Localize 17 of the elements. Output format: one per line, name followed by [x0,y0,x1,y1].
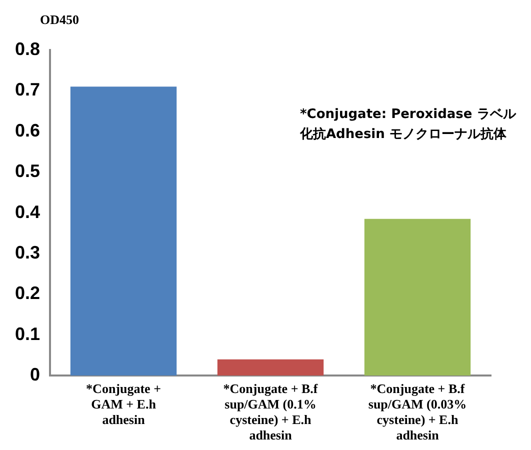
y-tick-label: 0.7 [14,80,40,100]
y-tick-label: 0 [30,364,40,385]
y-tick-label: 0.8 [14,38,40,59]
y-tick-label: 0.2 [14,283,40,304]
x-tick-label: *Conjugate + GAM + E.h adhesin [86,380,161,427]
bar [364,218,471,376]
bar [70,86,177,376]
x-tick-label: *Conjugate + B.f sup/GAM (0.1% cysteine) + E.h adhesin [223,380,318,443]
annotation: *Conjugate: Peroxidase ラベル化抗Adhesin モノクローナル抗体 [299,106,517,142]
y-tick-label: 0.1 [14,324,40,344]
x-tick-label: *Conjugate + B.f sup/GAM (0.03% cysteine) + E.h adhesin [368,380,467,443]
y-tick-label: 0.6 [14,120,40,140]
bar [217,359,324,376]
y-tick-label: 0.5 [14,161,40,182]
y-tick-label: 0.4 [14,202,40,222]
y-axis-title: OD450 [40,12,79,27]
y-tick-label: 0.3 [14,242,40,262]
